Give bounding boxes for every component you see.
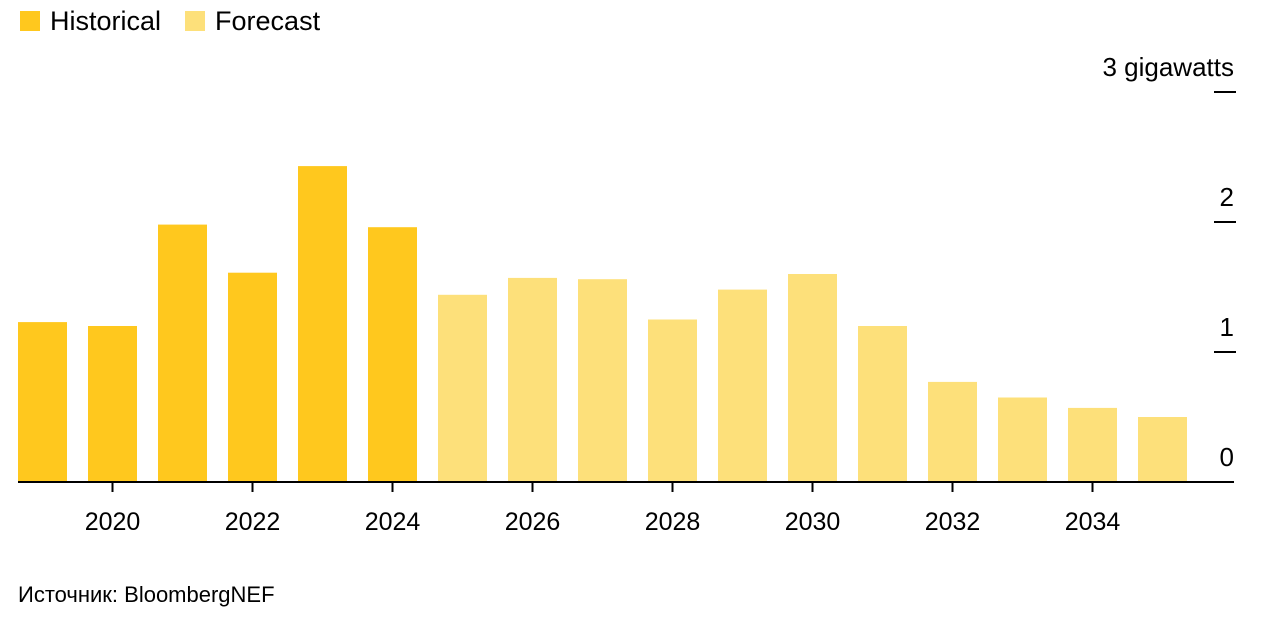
- legend-item-historical: Historical: [20, 4, 161, 38]
- y-tick-label-2: 2: [1220, 182, 1234, 212]
- bar-historical-2021: [158, 224, 207, 482]
- bar-historical-2022: [228, 272, 277, 482]
- x-tick-label-2022: 2022: [225, 508, 281, 536]
- bar-forecast-2028: [648, 319, 697, 482]
- bar-forecast-2030: [788, 274, 837, 482]
- legend: Historical Forecast: [20, 4, 344, 38]
- bar-forecast-2035: [1138, 417, 1187, 482]
- bar-forecast-2032: [928, 381, 977, 482]
- x-tick-label-2020: 2020: [85, 508, 141, 536]
- legend-swatch-historical: [20, 11, 40, 31]
- bar-forecast-2027: [578, 279, 627, 482]
- bar-forecast-2034: [1068, 407, 1117, 482]
- bar-forecast-2031: [858, 326, 907, 482]
- legend-label-forecast: Forecast: [215, 6, 321, 36]
- y-tick-label-3: 3 gigawatts: [1102, 52, 1234, 82]
- x-tick-label-2030: 2030: [785, 508, 841, 536]
- bar-forecast-2029: [718, 289, 767, 482]
- source-note: Источник: BloombergNEF: [18, 582, 275, 607]
- x-tick-label-2024: 2024: [365, 508, 421, 536]
- bar-forecast-2025: [438, 294, 487, 482]
- bar-historical-2023: [298, 166, 347, 482]
- bar-historical-2020: [88, 326, 137, 482]
- legend-swatch-forecast: [185, 11, 206, 31]
- bar-forecast-2033: [998, 397, 1047, 482]
- x-tick-label-2026: 2026: [505, 508, 561, 536]
- legend-item-forecast: Forecast: [185, 4, 320, 38]
- bar-historical-2019: [18, 322, 67, 482]
- x-tick-label-2034: 2034: [1065, 508, 1121, 536]
- x-tick-label-2028: 2028: [645, 508, 701, 536]
- bar-forecast-2026: [508, 277, 557, 482]
- y-tick-label-1: 1: [1220, 312, 1234, 342]
- legend-label-historical: Historical: [50, 6, 162, 36]
- x-tick-label-2032: 2032: [925, 508, 981, 536]
- bar-historical-2024: [368, 227, 417, 482]
- y-tick-label-0: 0: [1220, 442, 1234, 472]
